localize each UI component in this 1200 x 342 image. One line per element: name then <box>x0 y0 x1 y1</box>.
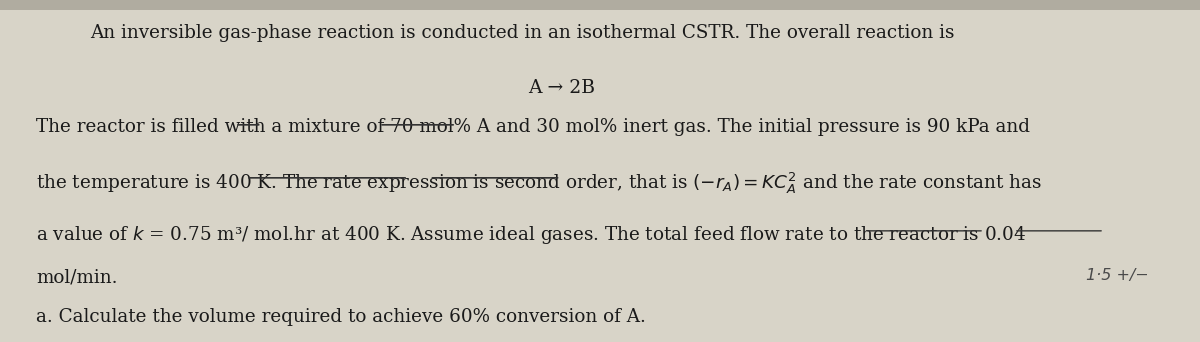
Text: A → 2B: A → 2B <box>528 79 595 97</box>
Text: a value of $k$ = 0.75 m³/ mol.hr at 400 K. Assume ideal gases. The total feed fl: a value of $k$ = 0.75 m³/ mol.hr at 400 … <box>36 224 1026 246</box>
Text: 1·5 +/−: 1·5 +/− <box>1086 268 1148 284</box>
Text: a. Calculate the volume required to achieve 60% conversion of A.: a. Calculate the volume required to achi… <box>36 308 646 326</box>
Text: An in​versible gas-phase reaction is conducted in an isothermal CSTR. The overal: An in​versible gas-phase reaction is con… <box>90 24 954 42</box>
Text: the temperature is 400 K. The rate expression is second order, that is $(-r_A)=K: the temperature is 400 K. The rate expre… <box>36 171 1042 196</box>
Text: The reactor is filled with a mixture of 70 mol% A and 30 mol% inert gas. The ini: The reactor is filled with a mixture of … <box>36 118 1030 136</box>
Text: mol/min.: mol/min. <box>36 268 118 287</box>
FancyBboxPatch shape <box>0 0 1200 10</box>
